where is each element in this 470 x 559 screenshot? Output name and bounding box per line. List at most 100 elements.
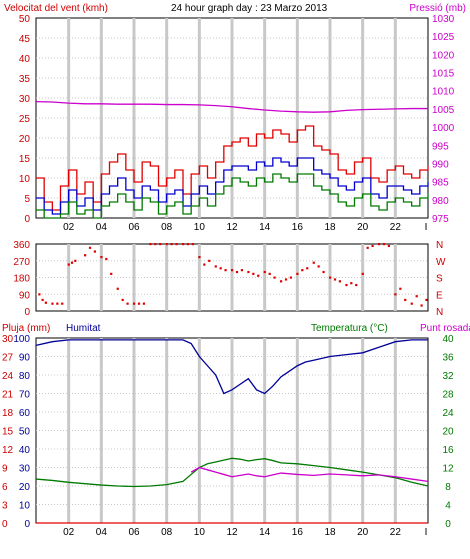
- wind-y-tick-label: 5: [24, 194, 30, 205]
- rain-y-tick-label: 0: [2, 519, 8, 530]
- direction-point: [44, 301, 47, 304]
- temperature-y-tick-label: 16: [442, 445, 454, 456]
- direction-point: [219, 267, 222, 270]
- direction-point: [154, 243, 157, 246]
- direction-y-tick-label: 90: [19, 290, 31, 301]
- direction-point: [387, 244, 390, 248]
- direction-point: [371, 244, 374, 248]
- direction-point: [350, 282, 353, 285]
- wind-y-tick-label: 30: [19, 94, 31, 105]
- direction-point: [329, 276, 332, 279]
- x-tick-label: 06: [128, 222, 140, 233]
- pressure-y-tick-label: 990: [432, 159, 449, 170]
- direction-point: [268, 272, 271, 275]
- compass-tick-label: W: [436, 257, 446, 268]
- humidity-y-tick-label: 70: [19, 390, 31, 401]
- x-tick-label: 08: [161, 527, 173, 538]
- direction-point: [100, 256, 103, 259]
- humidity-y-tick-label: 80: [19, 371, 31, 382]
- humidity-y-tick-label: 10: [19, 501, 31, 512]
- temperature-y-tick-label: 4: [445, 501, 451, 512]
- direction-point: [312, 261, 315, 264]
- direction-point: [38, 293, 41, 296]
- direction-point: [252, 272, 255, 275]
- direction-point: [203, 263, 206, 266]
- direction-point: [121, 298, 124, 302]
- direction-point: [404, 298, 407, 302]
- direction-point: [425, 298, 428, 302]
- x-tick-label: 12: [226, 222, 238, 233]
- rain-y-tick-label: 3: [2, 501, 8, 512]
- direction-y-tick-label: 270: [13, 257, 30, 268]
- direction-point: [345, 283, 348, 287]
- direction-point: [355, 283, 358, 287]
- direction-point: [84, 254, 87, 257]
- x-tick-label: 14: [259, 527, 271, 538]
- rain-y-tick-label: 18: [2, 408, 14, 419]
- pressure-y-tick-label: 1000: [432, 123, 455, 134]
- humidity-y-tick-label: 50: [19, 427, 31, 438]
- temperature-y-tick-label: 24: [442, 408, 454, 419]
- wind-pressure-panel: 02 04 06 08 10 12 14 16 18 20 22 I05101520253035404…: [19, 14, 455, 233]
- direction-point: [74, 259, 77, 262]
- wind-y-tick-label: 20: [19, 134, 31, 145]
- x-tick-label: 04: [96, 527, 108, 538]
- compass-tick-label: N: [436, 240, 443, 251]
- direction-point: [67, 263, 70, 266]
- direction-point: [263, 270, 266, 274]
- dewpoint-axis-title: Punt rosada: [420, 323, 470, 334]
- direction-point: [214, 265, 217, 268]
- pressure-line: [35, 100, 428, 113]
- direction-point: [88, 246, 92, 249]
- pressure-axis-title: Pressió (mb): [409, 3, 466, 14]
- pressure-y-tick-label: 1030: [432, 14, 455, 25]
- chart-title: 24 hour graph day : 23 Marzo 2013: [171, 3, 328, 14]
- direction-point: [317, 265, 320, 268]
- direction-point: [280, 280, 283, 283]
- x-tick-label: 16: [292, 222, 304, 233]
- direction-point: [159, 243, 162, 246]
- x-tick-label: 06: [128, 527, 140, 538]
- temperature-y-tick-label: 36: [442, 353, 454, 364]
- direction-y-tick-label: 0: [24, 307, 30, 318]
- direction-y-tick-label: 360: [13, 240, 30, 251]
- compass-tick-label: S: [436, 274, 443, 285]
- temperature-y-tick-label: 0: [445, 519, 451, 530]
- rain-y-tick-label: 9: [2, 464, 8, 475]
- x-tick-label: I: [425, 222, 428, 233]
- direction-point: [61, 302, 64, 305]
- x-tick-label: 04: [96, 222, 108, 233]
- direction-point: [382, 243, 386, 246]
- wind-y-tick-label: 25: [19, 114, 31, 125]
- direction-point: [93, 250, 96, 253]
- x-tick-label: 02: [63, 222, 75, 233]
- rain-y-tick-label: 6: [2, 482, 8, 493]
- humidity-line: [35, 339, 428, 395]
- rain-axis-title: Pluja (mm): [2, 323, 50, 334]
- direction-point: [56, 302, 59, 305]
- rain-y-tick-label: 21: [2, 390, 14, 401]
- direction-point: [231, 269, 234, 272]
- x-tick-label: 16: [292, 527, 304, 538]
- direction-point: [224, 269, 227, 272]
- x-tick-label: 08: [161, 222, 173, 233]
- direction-point: [41, 298, 44, 302]
- direction-point: [165, 243, 168, 246]
- direction-point: [361, 272, 364, 275]
- wind-avg-line: [36, 157, 429, 215]
- wind-y-tick-label: 45: [19, 34, 31, 45]
- rain-y-tick-label: 15: [2, 427, 14, 438]
- pressure-y-tick-label: 975: [432, 214, 449, 225]
- direction-point: [240, 269, 243, 272]
- temperature-axis-title: Temperatura (°C): [311, 323, 388, 334]
- pressure-y-tick-label: 980: [432, 196, 449, 207]
- wind-min-line: [36, 173, 429, 219]
- temperature-y-tick-label: 40: [442, 334, 454, 345]
- x-tick-label: 22: [390, 222, 402, 233]
- rain-y-tick-label: 30: [2, 334, 14, 345]
- wind-gust-line: [36, 125, 429, 211]
- direction-point: [394, 293, 397, 296]
- direction-point: [247, 270, 250, 274]
- direction-point: [378, 243, 381, 246]
- direction-point: [51, 302, 54, 305]
